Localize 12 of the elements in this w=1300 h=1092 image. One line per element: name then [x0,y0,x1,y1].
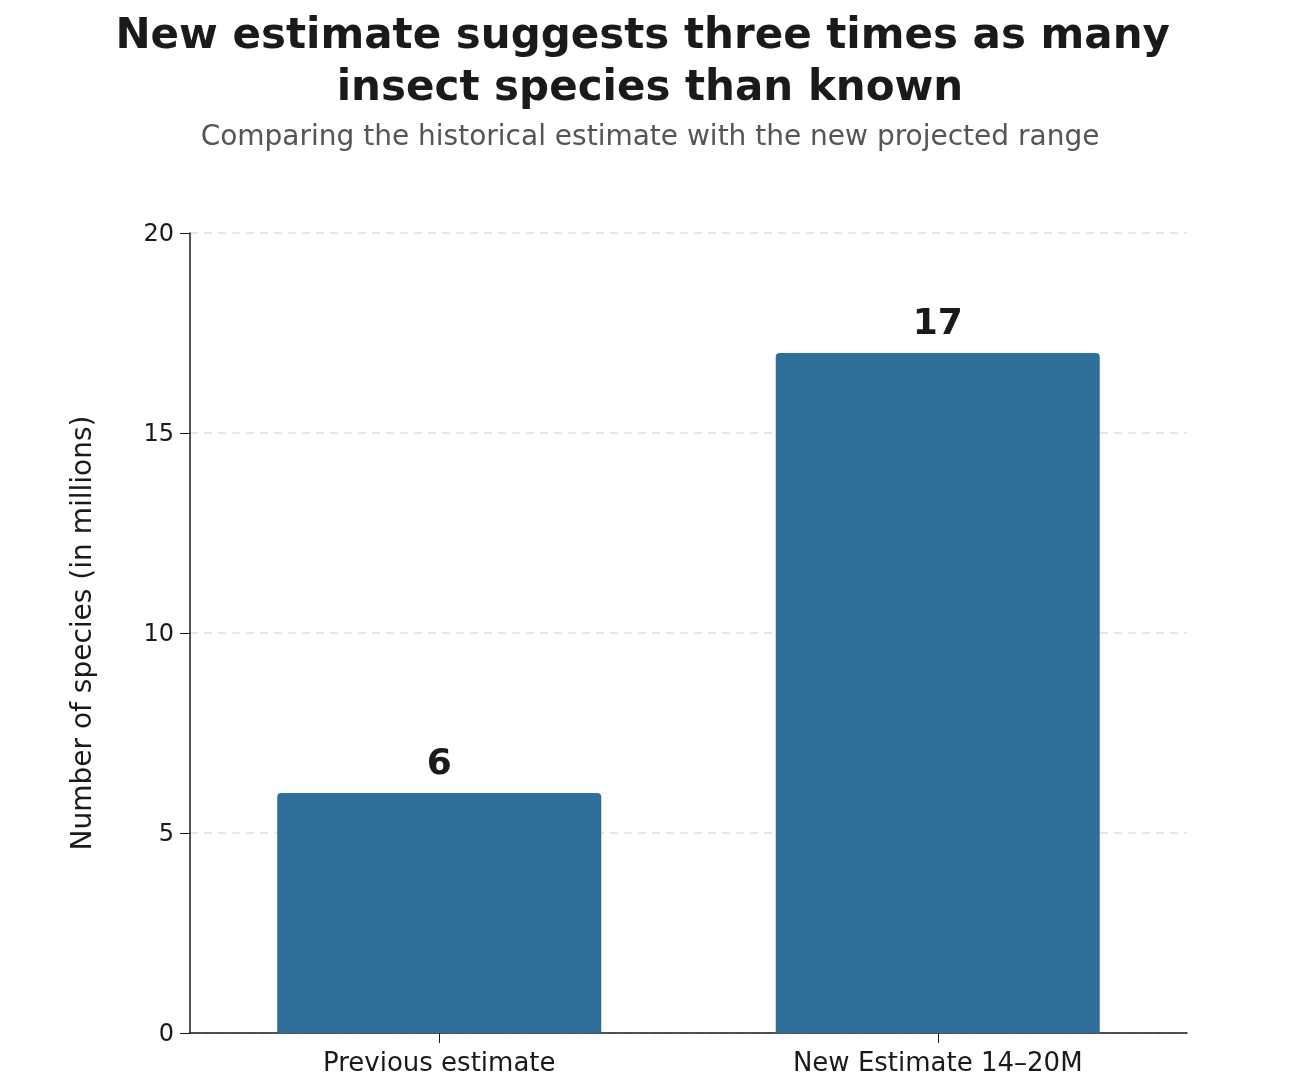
y-tick-label: 5 [158,819,174,847]
data-label: 6 [426,740,452,782]
y-tick-label: 10 [143,619,174,647]
y-tick-label: 20 [143,219,174,247]
x-tick-label: New Estimate 14–20M [792,1047,1083,1077]
y-axis-title: Number of species (in millions) [64,415,98,851]
y-tick-label: 15 [143,419,174,447]
data-label: 17 [912,300,963,342]
x-tick-label: Previous estimate [322,1047,556,1077]
y-tick-label: 0 [158,1019,174,1047]
chart-subtitle: Comparing the historical estimate with the new projected range [200,118,1100,152]
chart-title: New estimate suggests three times as many insect species than known [115,8,1185,110]
